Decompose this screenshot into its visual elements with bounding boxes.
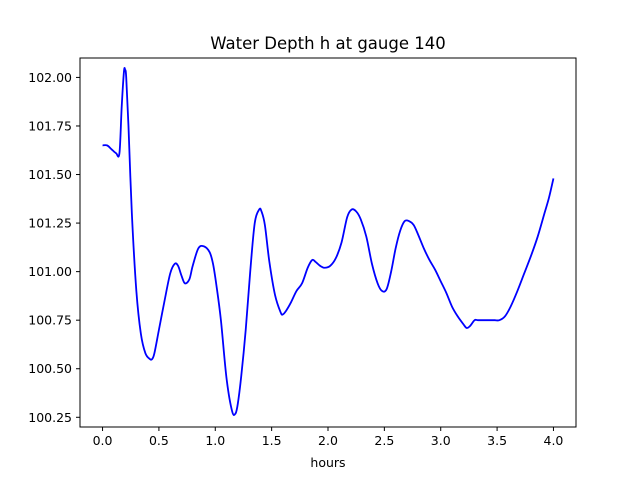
x-tick-label: 3.5 xyxy=(487,433,507,448)
x-axis: 0.0 0.5 1.0 1.5 2.0 2.5 3.0 3.5 4.0 xyxy=(93,427,564,448)
x-tick-label: 0.0 xyxy=(93,433,113,448)
plot-area xyxy=(102,67,555,417)
plot-frame xyxy=(79,57,577,428)
y-axis: 100.25 100.50 100.75 101.00 101.25 101.50 101.… xyxy=(28,70,80,425)
x-tick-label: 4.0 xyxy=(544,433,564,448)
y-tick-label: 101.75 xyxy=(28,118,72,133)
x-tick-label: 1.0 xyxy=(205,433,225,448)
x-tick-label: 2.5 xyxy=(374,433,394,448)
x-tick-label: 3.0 xyxy=(431,433,451,448)
x-axis-label: hours xyxy=(310,455,345,470)
chart-title: Water Depth h at gauge 140 xyxy=(210,34,445,53)
x-tick-label: 2.0 xyxy=(318,433,338,448)
y-tick-label: 100.50 xyxy=(28,361,72,376)
x-tick-label: 1.5 xyxy=(262,433,282,448)
y-tick-label: 101.25 xyxy=(28,216,72,231)
y-tick-label: 100.25 xyxy=(28,410,72,425)
series-line xyxy=(102,67,555,417)
y-tick-label: 102.00 xyxy=(28,70,72,85)
y-tick-label: 101.00 xyxy=(28,264,72,279)
x-tick-label: 0.5 xyxy=(149,433,169,448)
y-tick-label: 100.75 xyxy=(28,313,72,328)
y-tick-label: 101.50 xyxy=(28,167,72,182)
